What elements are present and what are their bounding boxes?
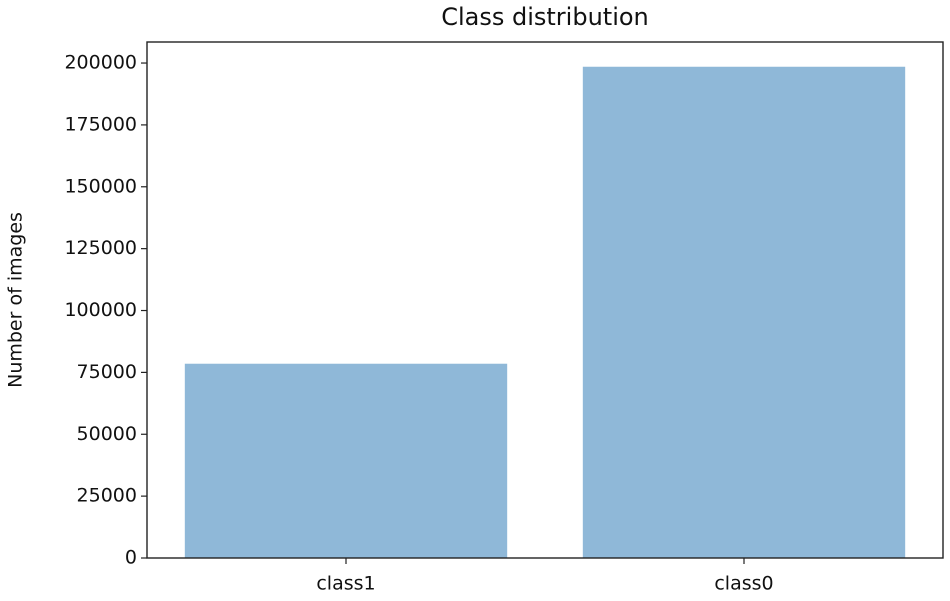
- y-tick-label: 200000: [64, 52, 137, 74]
- y-tick-label: 125000: [64, 237, 137, 259]
- y-tick-label: 75000: [77, 361, 137, 383]
- bar: [582, 66, 906, 558]
- y-tick-label: 0: [125, 547, 137, 569]
- y-axis-label: Number of images: [5, 212, 27, 388]
- y-tick-label: 150000: [64, 175, 137, 197]
- chart-title: Class distribution: [441, 3, 649, 31]
- y-tick-label: 100000: [64, 299, 137, 321]
- bar: [184, 363, 508, 558]
- y-tick-label: 25000: [77, 485, 137, 507]
- y-tick-label: 175000: [64, 113, 137, 135]
- y-tick-label: 50000: [77, 423, 137, 445]
- x-tick-label: class1: [316, 573, 375, 595]
- plot-frame: [146, 41, 944, 559]
- x-tick-label: class0: [714, 573, 773, 595]
